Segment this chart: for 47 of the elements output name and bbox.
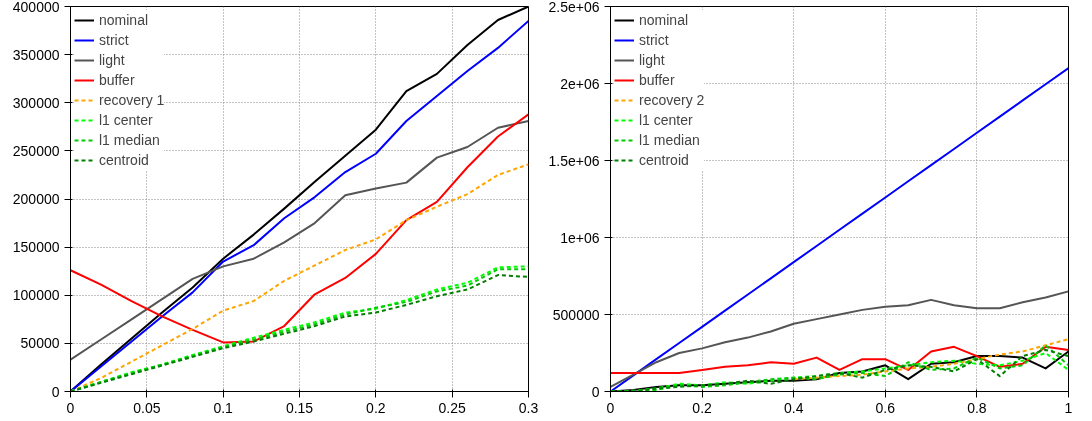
x-tick-label: 0.2: [692, 399, 713, 416]
y-tick-label: 50000: [20, 335, 60, 352]
y-tick-label: 100000: [12, 287, 60, 304]
line-series: [610, 345, 1069, 375]
legend-label: centroid: [639, 152, 689, 168]
legend-label: l1 center: [639, 112, 693, 128]
legend-label: l1 median: [639, 132, 700, 148]
x-tick-label: 0.15: [285, 399, 314, 416]
legend-label: l1 center: [99, 112, 153, 128]
y-tick-label: 0: [51, 383, 60, 400]
y-tick-label: 400000: [12, 0, 60, 15]
legend-label: strict: [99, 32, 129, 48]
legend-label: strict: [639, 32, 669, 48]
x-tick-label: 0: [606, 399, 615, 416]
x-tick-label: 0.8: [967, 399, 987, 416]
legend-label: recovery 1: [99, 92, 165, 108]
legend-label: nominal: [639, 12, 689, 28]
legend-label: light: [639, 52, 665, 68]
legend-label: recovery 2: [639, 92, 705, 108]
x-tick-label: 0.3: [518, 399, 539, 416]
legend-label: buffer: [639, 72, 675, 88]
y-tick-label: 500000: [552, 306, 600, 323]
x-tick-label: 0: [66, 399, 75, 416]
x-tick-label: 0.1: [213, 399, 234, 416]
y-tick-label: 200000: [12, 191, 60, 207]
x-tick-label: 0.6: [875, 399, 896, 416]
y-tick-label: 0: [591, 383, 600, 400]
x-tick-label: 1: [1064, 399, 1073, 416]
line-series: [792, 338, 1069, 381]
y-tick-label: 350000: [12, 46, 60, 63]
y-tick-label: 2.5e+06: [548, 0, 600, 15]
legend-label: l1 median: [99, 132, 160, 148]
legend-label: centroid: [99, 152, 149, 168]
legend-label: buffer: [99, 72, 135, 88]
line-series: [610, 290, 1069, 388]
y-tick-label: 1.5e+06: [548, 152, 600, 169]
x-tick-label: 0.2: [366, 399, 386, 416]
y-tick-label: 300000: [12, 94, 60, 111]
legend-label: light: [99, 52, 125, 68]
y-tick-label: 250000: [12, 142, 60, 159]
x-tick-label: 0.05: [133, 399, 161, 416]
legend-label: nominal: [99, 12, 149, 28]
y-tick-label: 150000: [12, 239, 60, 256]
y-tick-label: 1e+06: [560, 229, 600, 246]
x-tick-label: 0.4: [783, 399, 804, 416]
y-tick-label: 2e+06: [560, 75, 600, 92]
x-tick-label: 0.25: [438, 399, 466, 416]
